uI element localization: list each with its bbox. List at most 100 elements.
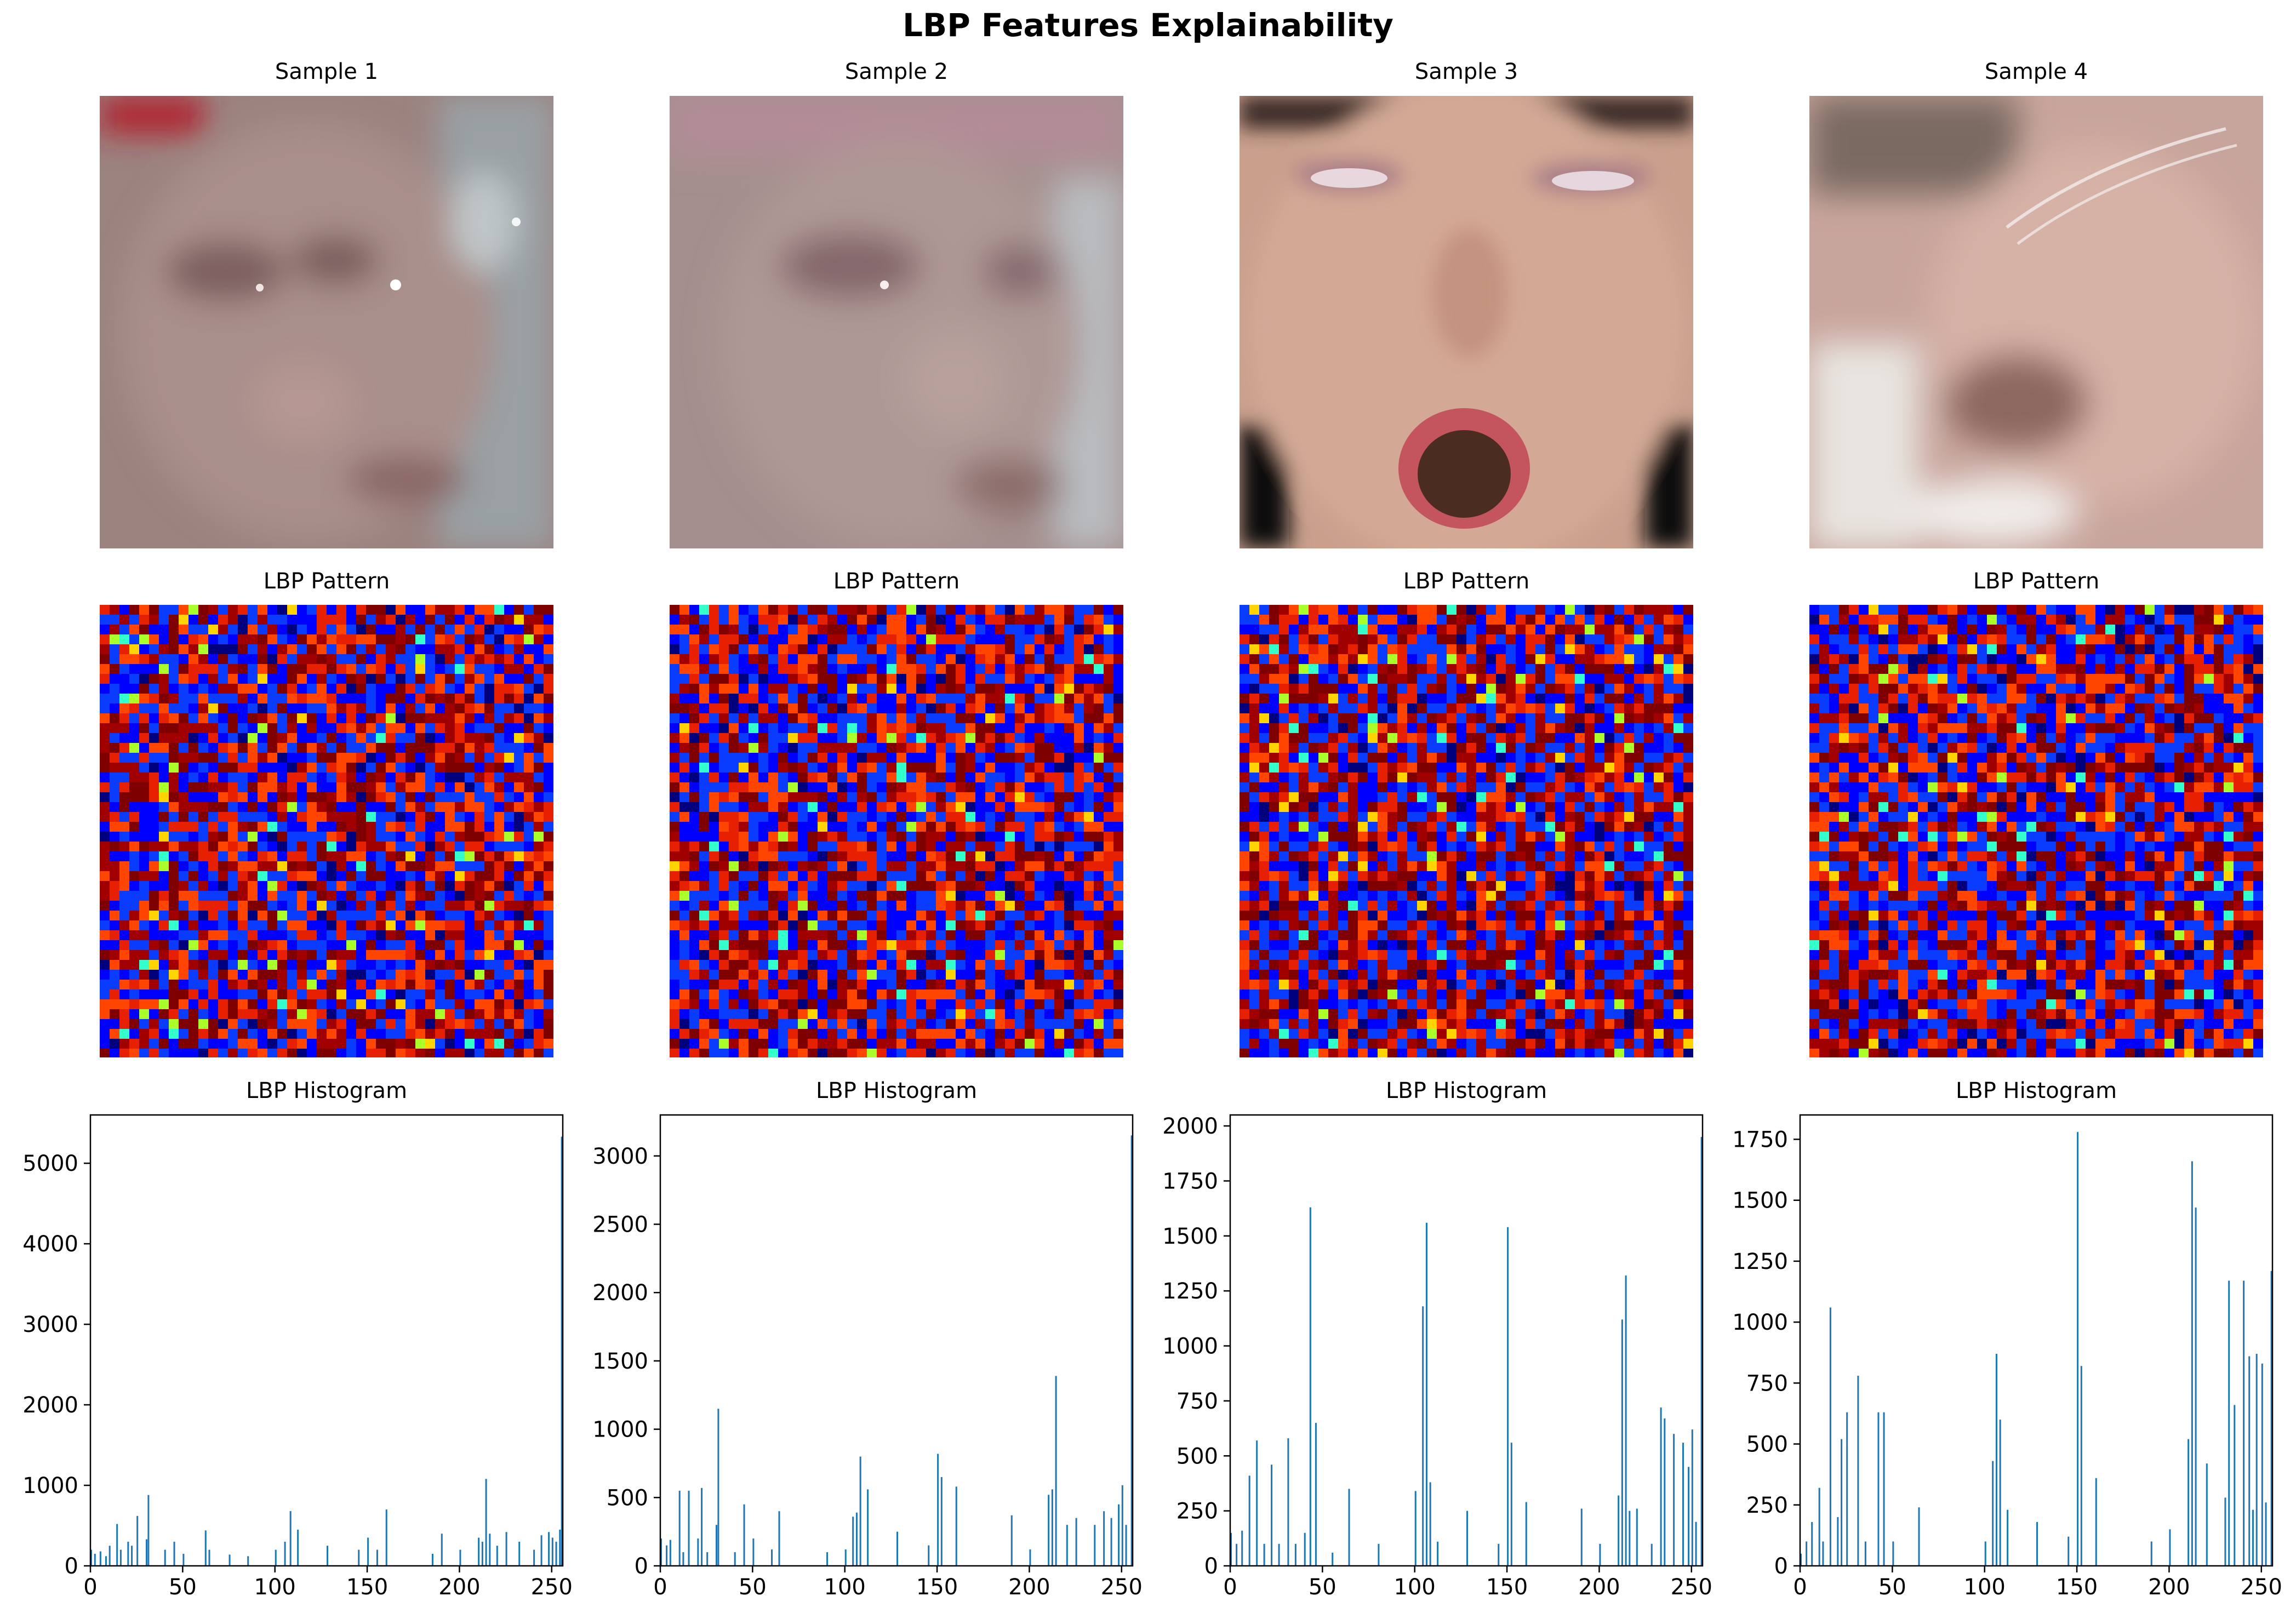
x-tick-label: 0 <box>653 1575 667 1600</box>
histogram-bar <box>670 1540 671 1566</box>
histogram-bar <box>131 1546 133 1566</box>
y-tick-label: 0 <box>1204 1554 1218 1579</box>
axes-frame <box>660 1115 1133 1566</box>
histogram-bar <box>2000 1420 2001 1566</box>
histogram-bar <box>2256 1354 2258 1566</box>
histogram-bar <box>518 1542 520 1566</box>
histogram-bar <box>2036 1522 2038 1566</box>
histogram-bar <box>489 1534 490 1566</box>
histogram-bar <box>1122 1485 1123 1566</box>
histogram-bar <box>1076 1518 1077 1566</box>
histogram-bar <box>1264 1544 1265 1566</box>
y-tick-label: 5000 <box>22 1151 78 1176</box>
histogram-bar <box>1865 1542 1866 1566</box>
histogram-bar <box>116 1524 118 1566</box>
histogram-bar <box>94 1554 96 1566</box>
histogram-bar <box>1629 1511 1630 1566</box>
x-tick-label: 150 <box>916 1575 958 1600</box>
y-tick-label: 1750 <box>1162 1169 1218 1194</box>
x-tick-label: 250 <box>2241 1575 2282 1600</box>
y-tick-label: 1250 <box>1732 1249 1788 1274</box>
histogram-bar <box>744 1504 745 1566</box>
histogram-bar <box>1295 1544 1297 1566</box>
histogram-bar <box>734 1552 736 1566</box>
histogram-bar <box>120 1550 122 1566</box>
x-tick-label: 150 <box>1486 1575 1528 1600</box>
x-tick-label: 150 <box>2056 1575 2098 1600</box>
histogram-bar <box>1236 1544 1237 1566</box>
histogram-bar <box>247 1556 249 1566</box>
histogram-bar <box>1682 1443 1684 1566</box>
histogram-bar <box>1332 1553 1333 1566</box>
histogram-bar <box>1287 1438 1289 1566</box>
y-tick-label: 1500 <box>1162 1224 1218 1249</box>
histogram-bar <box>845 1549 847 1566</box>
x-tick-label: 200 <box>438 1575 480 1600</box>
histogram-bar <box>127 1542 129 1566</box>
histogram-bar <box>1822 1542 1824 1566</box>
histogram-bar <box>109 1546 111 1566</box>
x-tick-label: 200 <box>1008 1575 1050 1600</box>
histogram-bar <box>679 1491 681 1566</box>
histogram-bar <box>1315 1423 1317 1566</box>
histogram-bar <box>1271 1464 1272 1566</box>
histogram-bar <box>506 1532 507 1566</box>
histogram-bar <box>2007 1510 2008 1566</box>
axes-frame <box>1230 1115 1703 1566</box>
histogram-bar <box>486 1479 487 1566</box>
histogram-bar <box>1811 1522 1813 1566</box>
histogram-bar <box>2234 1405 2235 1566</box>
histogram-bar <box>1996 1354 1997 1566</box>
histogram-bar <box>1857 1376 1859 1566</box>
histogram-bar <box>1688 1467 1689 1566</box>
histogram-3: 0 50 100 150 200 250 0 250 500 750 1000 1250 1500 175… <box>1162 1114 1712 1600</box>
histogram-bar <box>2224 1497 2226 1566</box>
histogram-bar <box>860 1456 861 1566</box>
histogram-bar <box>1466 1511 1468 1566</box>
histogram-bar <box>937 1454 939 1566</box>
y-tick-label: 500 <box>607 1485 648 1511</box>
histogram-bar <box>701 1488 702 1566</box>
histogram-bar <box>136 1516 138 1566</box>
histogram-bar <box>1651 1544 1653 1566</box>
histogram-bar <box>1918 1507 1920 1566</box>
x-tick-label: 100 <box>254 1575 296 1600</box>
histogram-bar <box>697 1538 699 1566</box>
histogram-bar <box>146 1540 147 1566</box>
y-tick-label: 1500 <box>592 1349 648 1374</box>
histogram-bar <box>209 1550 210 1566</box>
histogram-bar <box>2169 1529 2171 1566</box>
histogram-bar <box>1877 1412 1879 1566</box>
histogram-bar <box>1599 1544 1601 1566</box>
histogram-bar <box>2206 1463 2208 1566</box>
histogram-bar <box>1103 1511 1105 1566</box>
histogram-bar <box>1055 1376 1057 1566</box>
histogram-bar <box>275 1550 277 1566</box>
histogram-bar <box>1985 1542 1986 1566</box>
histogram-bar <box>1806 1542 1807 1566</box>
histogram-bar <box>367 1538 369 1566</box>
histogram-bar <box>716 1525 717 1566</box>
histogram-bar <box>1841 1439 1842 1566</box>
y-tick-label: 3000 <box>592 1144 648 1169</box>
histogram-bar <box>1830 1307 1831 1566</box>
histogram-bar <box>1581 1509 1583 1566</box>
histogram-bar <box>541 1535 542 1566</box>
histogram-bar <box>1511 1443 1512 1566</box>
histogram-bar <box>2228 1281 2230 1566</box>
histogram-bar <box>1029 1549 1031 1566</box>
y-tick-label: 1000 <box>22 1473 78 1498</box>
histogram-bar <box>290 1511 292 1566</box>
histogram-bar <box>941 1477 943 1566</box>
histogram-bar <box>100 1552 101 1566</box>
histogram-bar <box>284 1542 286 1566</box>
x-tick-label: 100 <box>824 1575 866 1600</box>
histogram-bar <box>956 1486 957 1566</box>
histogram-bar <box>1241 1531 1243 1566</box>
histogram-bar <box>556 1542 557 1566</box>
histogram-bar <box>1310 1208 1311 1566</box>
x-tick-label: 150 <box>346 1575 388 1600</box>
histogram-bar <box>1415 1491 1417 1566</box>
histogram-bar <box>2252 1510 2254 1566</box>
